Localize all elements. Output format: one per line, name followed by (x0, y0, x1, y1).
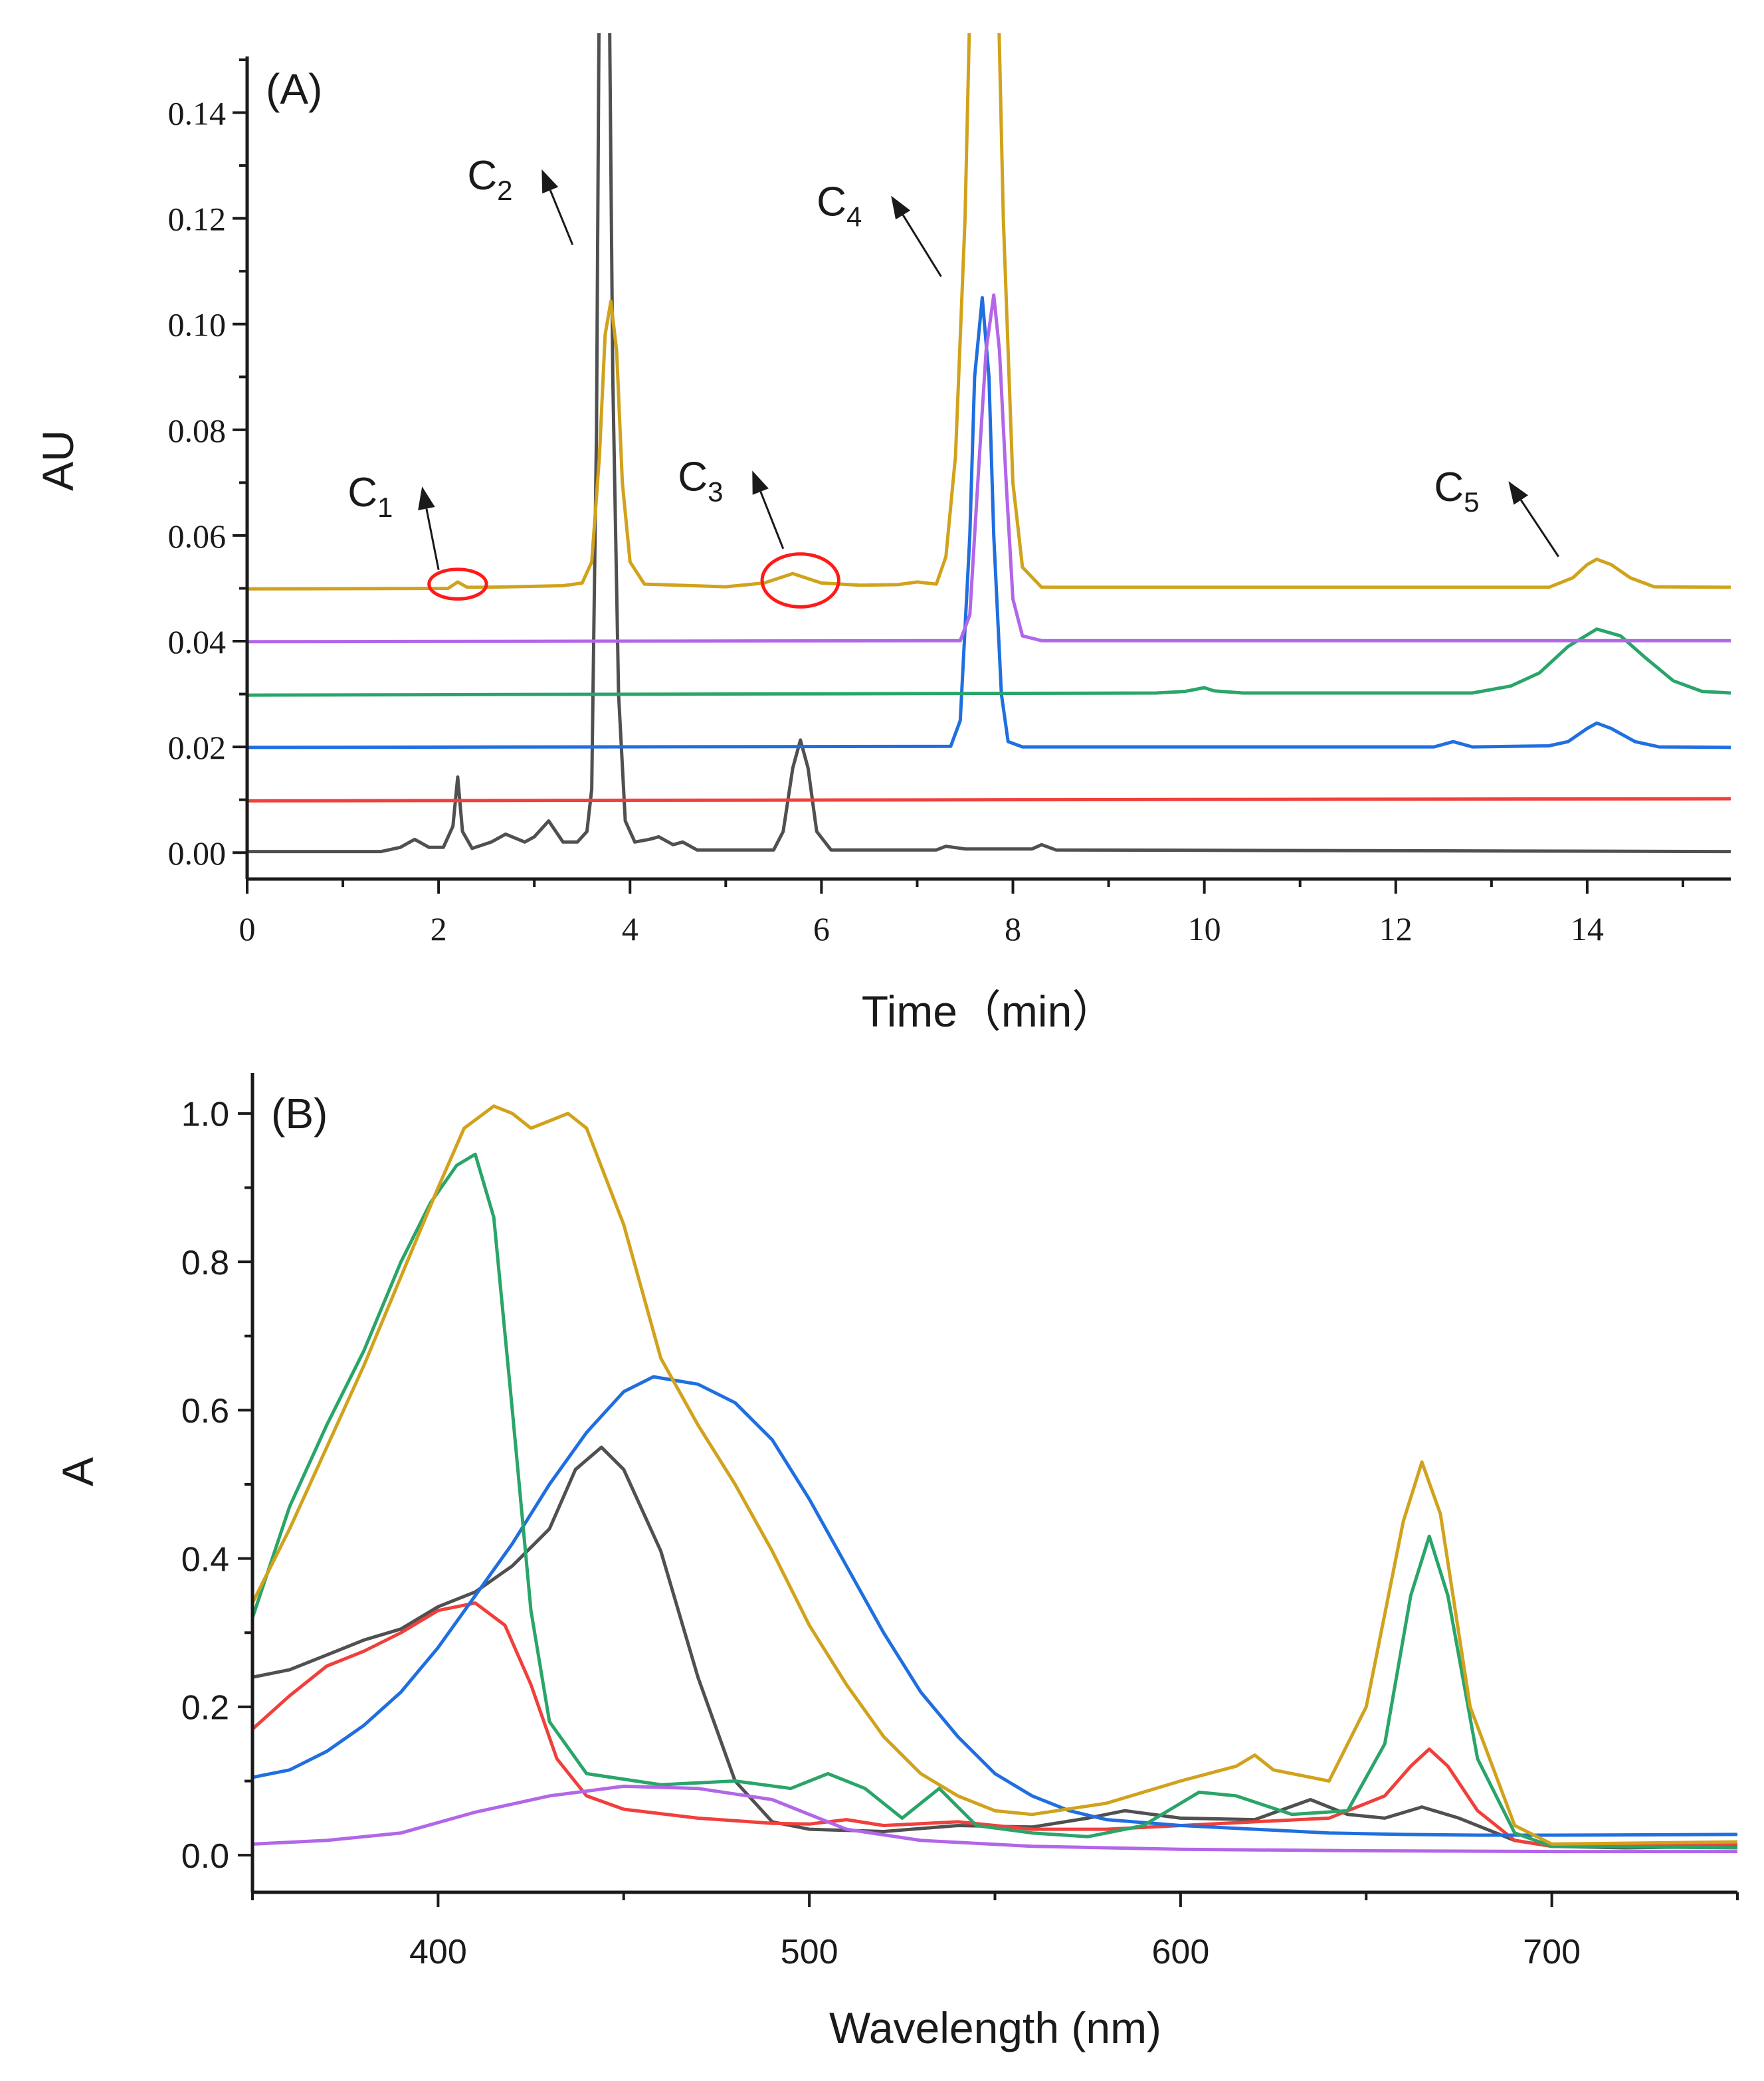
panel-a-y-tick-label: 0.14 (168, 95, 227, 132)
annotation-arrow-line (1519, 499, 1559, 557)
panel-b-x-tick-label: 600 (1151, 1933, 1209, 1971)
annotation-label-c5: C5 (1434, 464, 1479, 518)
panel-b-series-f2 (252, 1601, 1737, 1848)
panel-b-y-tick-label: 0.4 (181, 1540, 229, 1579)
panel-b-y-tick-label: 1.0 (181, 1096, 229, 1134)
panel-a-series-f1 (247, 33, 1731, 854)
annotation-label-c2: C2 (467, 153, 512, 206)
annotation-c1: C1 (347, 470, 440, 570)
panel-b-x-tick-label: 500 (781, 1933, 838, 1971)
panel-a-y-axis-title: AU (33, 430, 82, 491)
panel-a-y-tick-label: 0.02 (168, 729, 227, 766)
panel-a-y-tick-label: 0.04 (168, 623, 227, 660)
annotation-arrow-line (549, 189, 574, 245)
annotation-c3: C3 (678, 454, 785, 549)
panel-b-series-f1 (252, 1445, 1737, 1850)
panel-a-x-axis-title: Time（min） (862, 987, 1116, 1036)
annotation-arrow-line (759, 491, 785, 549)
panel-b-y-tick-label: 0.6 (181, 1392, 229, 1431)
panel-a-x-tick-label: 0 (239, 910, 256, 947)
panel-a-y-tick-label: 0.06 (168, 518, 227, 555)
panel-a-series-f4 (247, 627, 1731, 697)
panel-a-x-tick-label: 2 (431, 910, 447, 947)
panel-a-series-f3 (247, 296, 1731, 749)
panel-a-series-fucoxanthin (247, 293, 1731, 644)
highlight-circle-2 (760, 552, 840, 609)
panel-a-series-f2 (247, 797, 1731, 803)
panel-b-absorption-spectra: 400 500 600 700 0.0 0.2 0.4 0.6 0.8 1.0 (B) Wavel… (53, 1073, 1739, 2052)
annotation-arrow-head (752, 470, 769, 495)
panel-b-series-fucoxanthin (252, 1784, 1737, 1854)
panel-a-series-crude-extract (247, 33, 1731, 591)
annotation-arrow-head (1508, 481, 1529, 505)
panel-b-series-f4 (252, 1152, 1737, 1850)
panel-a-x-tick-label: 10 (1188, 910, 1221, 947)
panel-b-x-tick-label: 700 (1523, 1933, 1581, 1971)
panel-b-x-axis-title: Wavelength (nm) (829, 2003, 1161, 2052)
panel-b-label: (B) (271, 1090, 328, 1138)
panel-a-y-tick-label: 0.00 (168, 835, 227, 872)
annotation-arrow-line (902, 214, 942, 277)
panel-a-x-tick-label: 8 (1005, 910, 1021, 947)
annotation-label-c1: C1 (347, 470, 393, 523)
panel-b-series-group (252, 1104, 1737, 1854)
panel-b-axes-group: 400 500 600 700 0.0 0.2 0.4 0.6 0.8 1.0 (181, 1073, 1739, 1971)
panel-b-series-f3 (252, 1375, 1737, 1837)
panel-a-x-tick-label: 4 (622, 910, 638, 947)
panel-a-label: (A) (266, 65, 322, 113)
panel-a-x-tick-label: 14 (1571, 910, 1604, 947)
panel-b-x-tick-label: 400 (409, 1933, 467, 1971)
highlight-circle-1 (427, 567, 488, 601)
annotation-arrow-head (418, 486, 435, 511)
panel-a-y-tick-label: 0.12 (168, 201, 227, 238)
panel-a-x-tick-label: 12 (1379, 910, 1413, 947)
panel-a-series-group (247, 33, 1731, 854)
annotation-label-c4: C4 (817, 179, 862, 233)
panel-b-y-tick-label: 0.0 (181, 1837, 229, 1876)
annotation-c5: C5 (1434, 464, 1559, 557)
panel-a-y-tick-label: 0.08 (168, 412, 227, 449)
panel-a-chromatogram: C1 C2 C3 C4 C5 0 2 4 6 8 10 12 14 0.00 0.02 0.04 0.06 0.… (33, 33, 1731, 1036)
panel-b-y-tick-label: 0.8 (181, 1244, 229, 1282)
panel-b-y-axis-title: A (53, 1457, 102, 1486)
annotation-c2: C2 (467, 153, 574, 245)
annotation-arrow-head (541, 169, 559, 194)
panel-a-axes-group: 0 2 4 6 8 10 12 14 0.00 0.02 0.04 0.06 0.08 0.10 0.12 0… (168, 56, 1731, 947)
panel-b-series-crude-extract (252, 1104, 1737, 1846)
annotation-arrow-head (891, 195, 911, 220)
panel-a-y-tick-label: 0.10 (168, 306, 227, 344)
annotation-arrow-line (425, 508, 440, 570)
panel-b-y-tick-label: 0.2 (181, 1689, 229, 1728)
panel-a-x-tick-label: 6 (813, 910, 830, 947)
annotation-label-c3: C3 (678, 454, 723, 507)
panel-a-markers-group: C1 C2 C3 C4 C5 (347, 153, 1559, 609)
annotation-c4: C4 (817, 179, 942, 277)
